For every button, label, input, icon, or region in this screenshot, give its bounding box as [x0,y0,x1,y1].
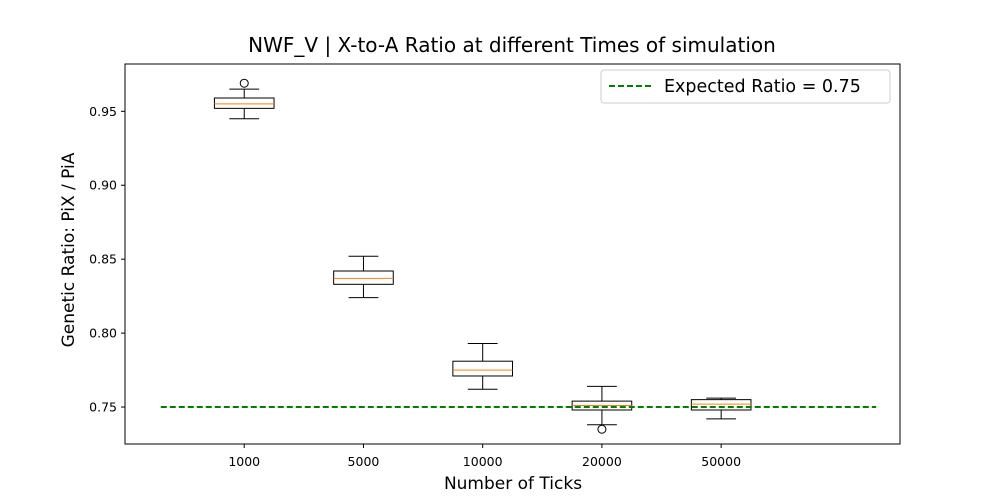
x-tick-label: 10000 [463,454,503,469]
y-axis-label: Genetic Ratio: PiX / PiA [59,152,79,347]
legend-frame [600,69,891,104]
outlier-point [597,424,607,434]
x-tick-label: 50000 [701,454,741,469]
x-axis-label: Number of Ticks [444,474,582,494]
x-tick-label: 5000 [348,454,380,469]
box [690,399,752,411]
plot-area: 0.75 0.80 0.85 0.90 0.95 1000 5000 10000 20000 50… [89,63,901,469]
y-tick-label: 0.95 [89,104,117,119]
box-group [571,385,633,434]
y-tick-label: 0.85 [89,252,117,267]
x-tick-label: 1000 [228,454,260,469]
box [452,360,513,377]
box-group [333,255,394,299]
box [333,270,394,285]
box [213,97,275,109]
y-tick-label: 0.90 [89,178,117,193]
legend: Expected Ratio = 0.75 [600,69,891,104]
legend-label: Expected Ratio = 0.75 [664,77,861,97]
y-tick-label: 0.80 [89,326,117,341]
x-tick-label: 20000 [582,454,622,469]
box-group [213,78,275,120]
chart-title: NWF_V | X-to-A Ratio at different Times … [248,33,776,57]
box-group [690,397,752,420]
y-tick-label: 0.75 [89,400,117,415]
plot-frame [124,63,901,445]
box-group [452,342,513,390]
outlier-point [239,78,249,88]
